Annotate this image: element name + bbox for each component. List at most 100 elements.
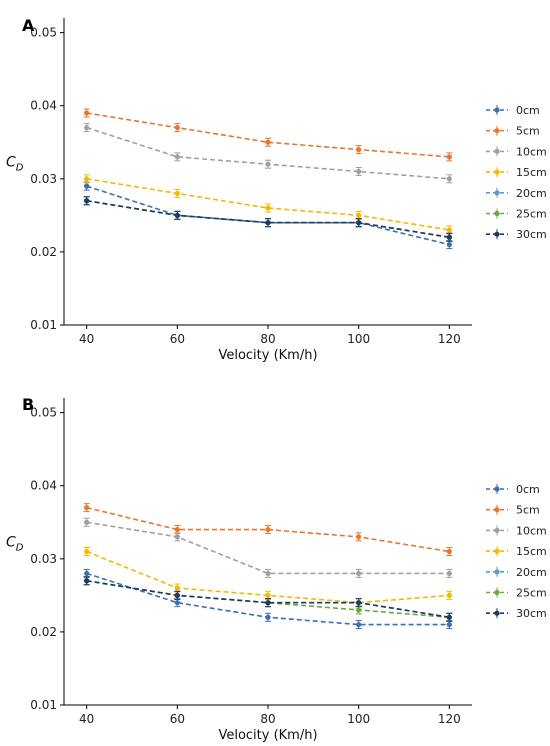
data-point (446, 570, 452, 577)
legend-marker (494, 589, 500, 596)
y-tick-label: 0.04 (30, 479, 57, 493)
legend-label: 0cm (516, 483, 540, 496)
data-point (446, 614, 452, 620)
legend-label: 30cm (516, 607, 547, 620)
series-line-30cm (86, 579, 450, 619)
y-tick-label: 0.05 (30, 26, 57, 40)
data-point (356, 600, 362, 606)
legend-marker (494, 569, 500, 575)
data-point (356, 146, 362, 153)
legend: 0cm 5cm 10cm 15cm 20cm 25cm 30cm (486, 104, 547, 241)
x-tick-label: 60 (170, 332, 185, 346)
x-tick-label: 100 (347, 332, 370, 346)
data-point (84, 176, 90, 182)
legend-item-25cm: 25cm (486, 587, 547, 600)
series-line-5cm (86, 506, 450, 553)
legend-item-10cm: 10cm (486, 145, 547, 158)
series-line-15cm (86, 178, 450, 231)
y-tick-label: 0.03 (30, 552, 57, 566)
y-tick-label: 0.02 (30, 245, 57, 259)
y-tick-label: 0.03 (30, 172, 57, 186)
legend-marker (494, 128, 500, 134)
series-line-0cm (86, 185, 450, 246)
series-10cm (83, 517, 453, 578)
data-point (446, 227, 452, 233)
legend-item-5cm: 5cm (486, 125, 540, 138)
data-point (84, 110, 90, 116)
x-tick-label: 60 (170, 712, 185, 726)
series-5cm (83, 108, 453, 162)
data-point (446, 241, 452, 248)
legend-item-15cm: 15cm (486, 166, 547, 179)
y-tick-label: 0.01 (30, 318, 57, 332)
x-tick-label: 40 (79, 332, 94, 346)
data-point (265, 526, 271, 533)
legend-label: 15cm (516, 545, 547, 558)
legend-marker (494, 527, 500, 534)
legend-marker (494, 190, 500, 196)
data-point (265, 220, 271, 226)
data-point (174, 600, 180, 606)
x-tick-label: 120 (438, 332, 461, 346)
legend-item-15cm: 15cm (486, 545, 547, 558)
legend-marker (494, 148, 500, 154)
data-point (174, 190, 180, 197)
data-point (356, 168, 362, 175)
data-point (446, 234, 452, 240)
data-point (84, 548, 90, 555)
data-point (174, 526, 180, 533)
legend-label: 30cm (516, 228, 547, 241)
y-tick-label: 0.01 (30, 698, 57, 712)
series-30cm (83, 196, 453, 242)
legend-marker (494, 610, 500, 616)
data-point (174, 534, 180, 540)
y-axis-label: CD (6, 535, 24, 554)
legend-item-30cm: 30cm (486, 228, 547, 241)
legend-label: 0cm (516, 104, 540, 117)
legend-marker (494, 507, 500, 513)
legend-item-20cm: 20cm (486, 566, 547, 579)
data-point (356, 621, 362, 628)
chart-panel-a: A 40 60 80 100 120 0.01 0.02 0.03 0.04 0.05 Velocit… (6, 16, 547, 363)
legend-label: 10cm (516, 145, 547, 158)
y-tick-label: 0.05 (30, 406, 57, 420)
data-point (265, 139, 271, 145)
legend-label: 20cm (516, 187, 547, 200)
legend-marker (494, 169, 500, 175)
legend-label: 25cm (516, 587, 547, 600)
x-axis-label: Velocity (Km/h) (218, 728, 317, 743)
data-point (174, 154, 180, 160)
series-line-25cm (86, 579, 450, 619)
data-point (446, 176, 452, 182)
legend-marker (494, 486, 500, 492)
panel-letter: A (22, 16, 35, 35)
series-line-30cm (86, 199, 450, 239)
legend-label: 15cm (516, 166, 547, 179)
legend-label: 5cm (516, 504, 540, 517)
data-point (84, 183, 90, 189)
x-tick-label: 100 (347, 712, 370, 726)
data-point (174, 585, 180, 591)
data-point (84, 578, 90, 584)
series-line-5cm (86, 112, 450, 158)
y-tick-label: 0.02 (30, 625, 57, 639)
data-point (446, 548, 452, 555)
legend-marker (494, 107, 500, 113)
legend-label: 25cm (516, 208, 547, 221)
legend-marker (494, 548, 500, 554)
legend-item-0cm: 0cm (486, 483, 540, 496)
x-tick-label: 120 (438, 712, 461, 726)
legend-item-5cm: 5cm (486, 504, 540, 517)
series-30cm (83, 576, 453, 622)
data-point (446, 154, 452, 160)
x-tick-label: 80 (260, 332, 275, 346)
legend-item-0cm: 0cm (486, 104, 540, 117)
series-5cm (83, 503, 453, 556)
data-point (265, 600, 271, 606)
x-tick-label: 40 (79, 712, 94, 726)
data-point (265, 161, 271, 167)
data-point (356, 570, 362, 577)
series-15cm (83, 547, 453, 608)
data-point (265, 205, 271, 211)
